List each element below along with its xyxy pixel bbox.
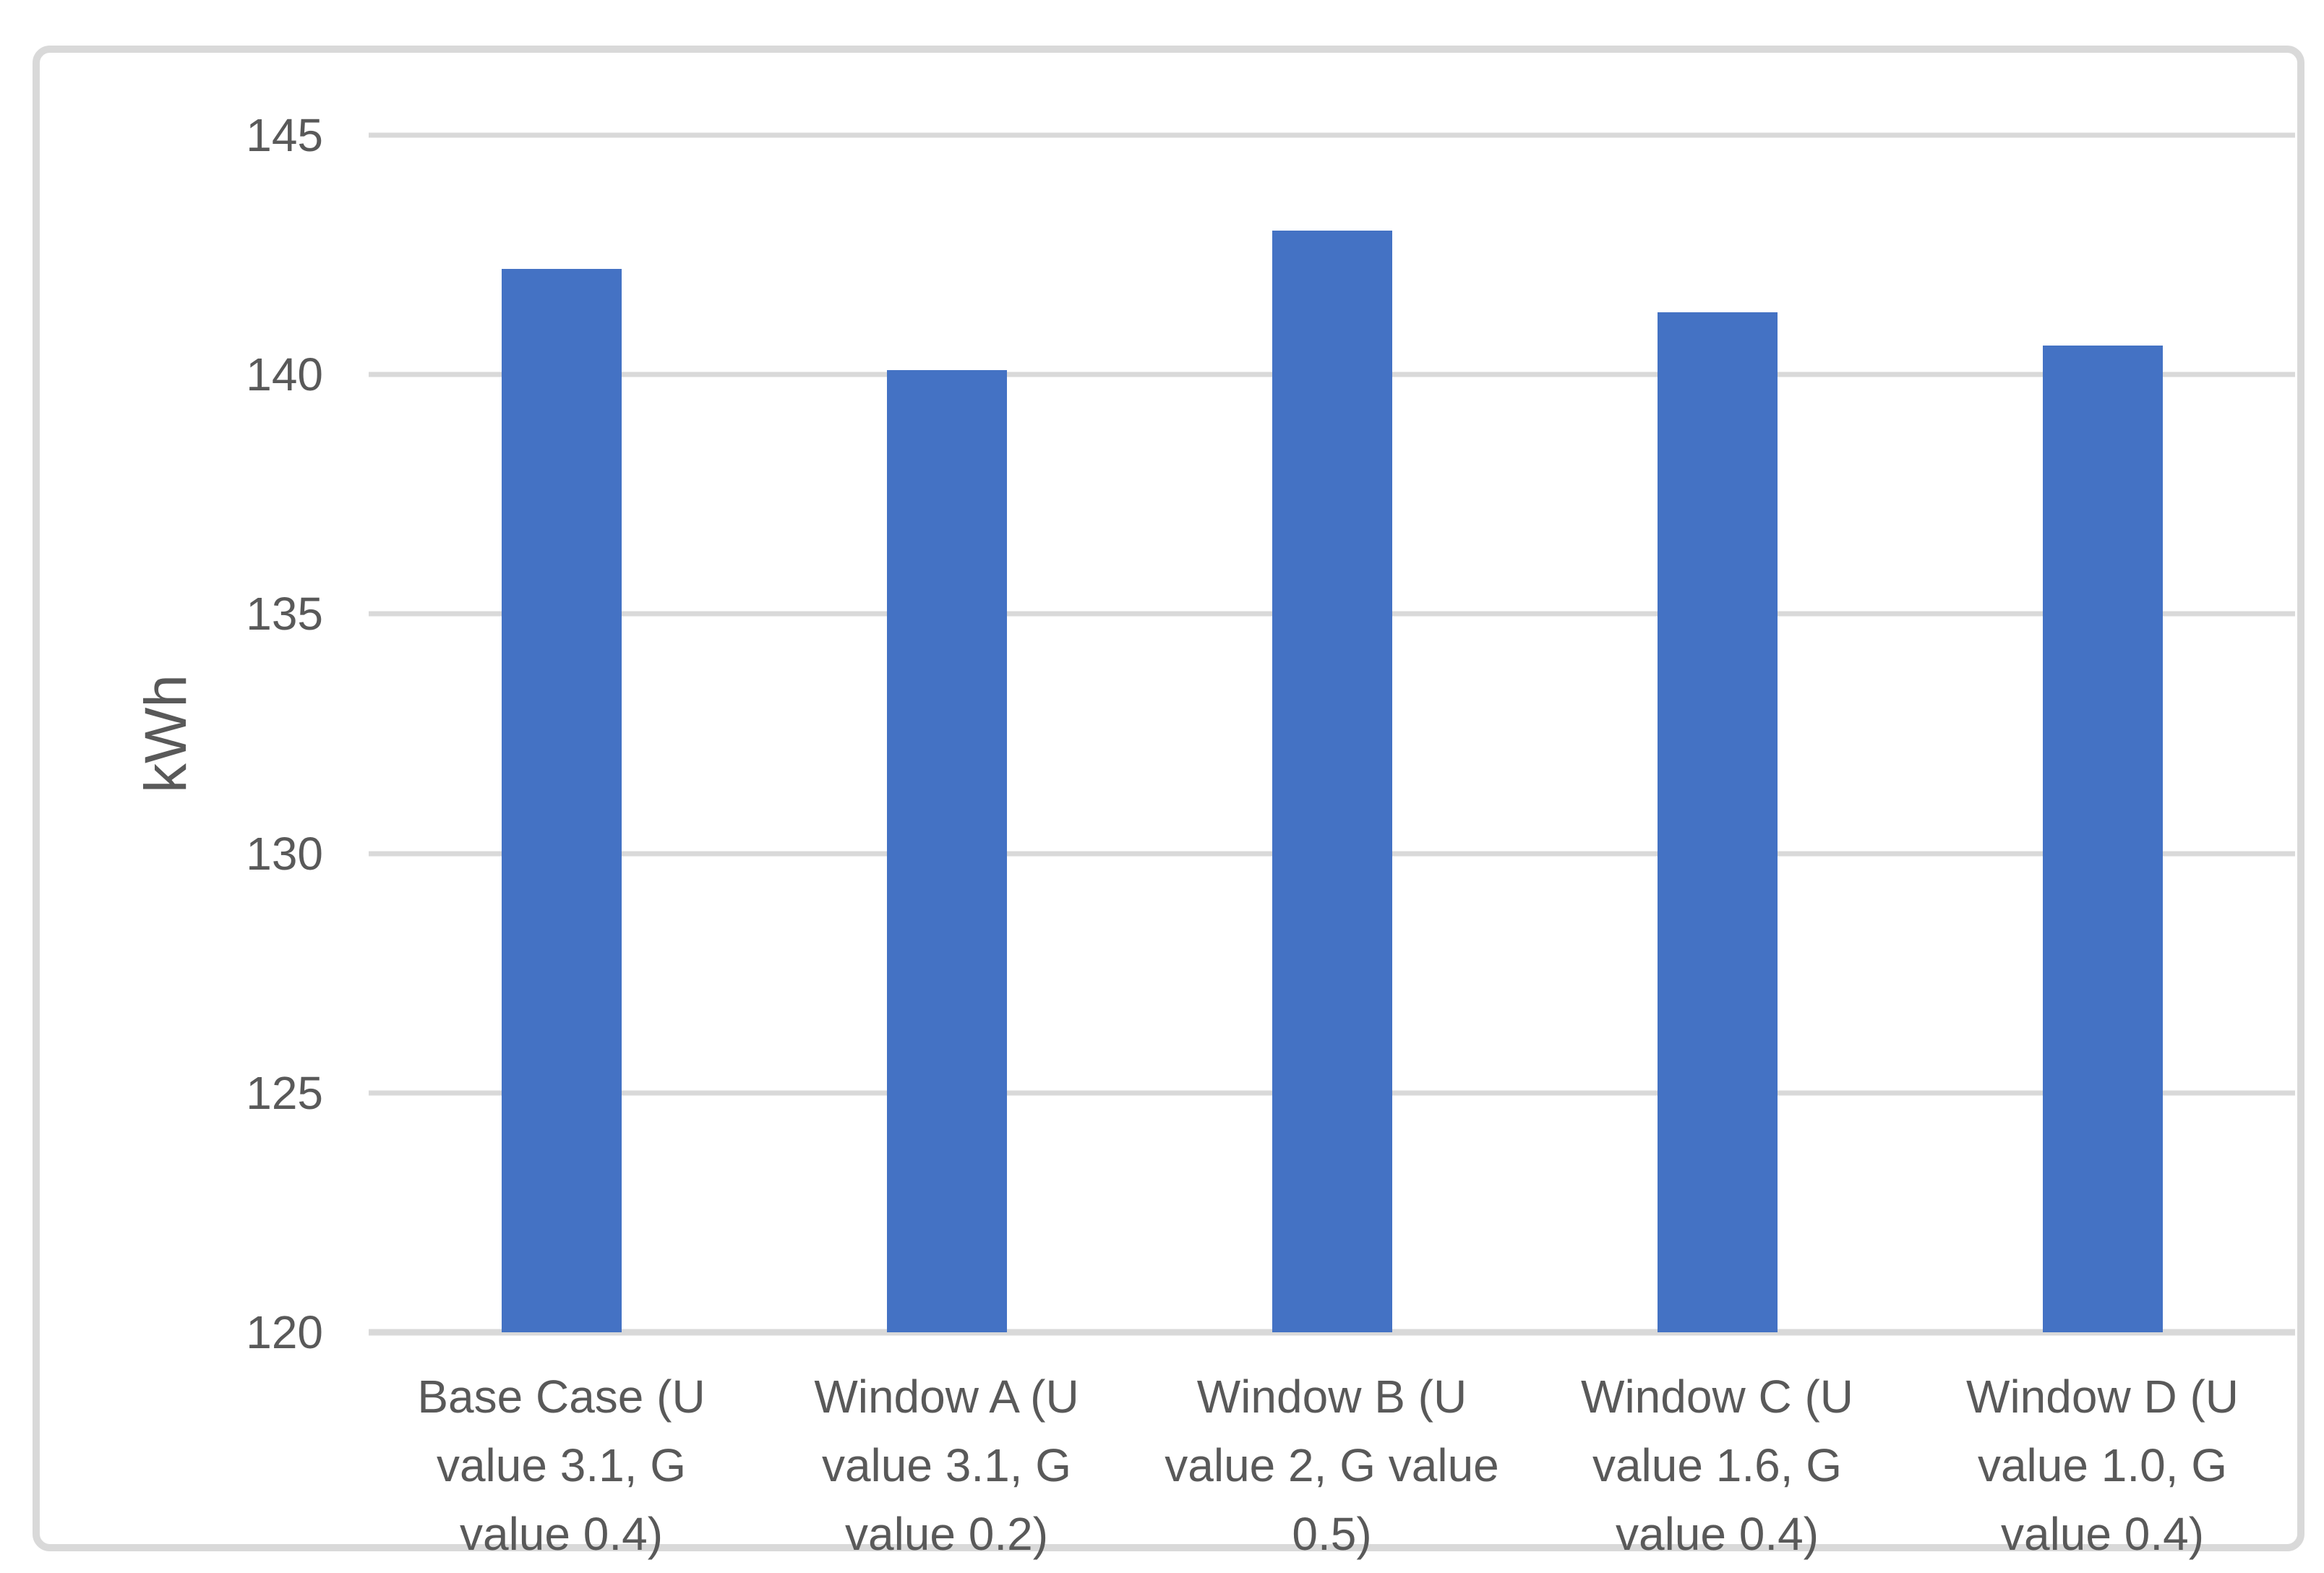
- x-label-slot: Base Case (U value 3.1, G value 0.4): [369, 1363, 754, 1569]
- y-tick-130: 130: [246, 827, 323, 880]
- bar-window-c: [1657, 312, 1778, 1332]
- bar-slot: [1525, 135, 1910, 1332]
- y-axis-tick-labels: 145 140 135 130 125 120: [112, 109, 323, 1358]
- x-label-slot: Window C (U value 1.6, G value 0.4): [1525, 1363, 1910, 1569]
- x-label-base-case: Base Case (U value 3.1, G value 0.4): [417, 1371, 706, 1560]
- x-label-window-d: Window D (U value 1.0, G value 0.4): [1966, 1371, 2239, 1560]
- x-label-slot: Window D (U value 1.0, G value 0.4): [1910, 1363, 2295, 1569]
- x-label-window-c: Window C (U value 1.6, G value 0.4): [1581, 1371, 1853, 1560]
- x-axis-baseline: [369, 1329, 2295, 1336]
- bar-slot: [369, 135, 754, 1332]
- bar-window-a: [886, 369, 1007, 1332]
- x-label-window-a: Window A (U value 3.1, G value 0.2): [814, 1371, 1079, 1560]
- y-tick-120: 120: [246, 1306, 323, 1358]
- bar-window-d: [2042, 346, 2163, 1332]
- x-label-window-b: Window B (U value 2, G value 0.5): [1165, 1371, 1499, 1560]
- bar-base-case: [501, 269, 622, 1332]
- bar-slot: [1139, 135, 1525, 1332]
- y-tick-145: 145: [246, 109, 323, 161]
- y-tick-140: 140: [246, 348, 323, 401]
- x-label-slot: Window B (U value 2, G value 0.5): [1139, 1363, 1525, 1569]
- bar-window-b: [1272, 231, 1392, 1332]
- x-label-slot: Window A (U value 3.1, G value 0.2): [754, 1363, 1139, 1569]
- bar-slot: [1910, 135, 2295, 1332]
- y-tick-135: 135: [246, 588, 323, 640]
- x-axis-category-labels: Base Case (U value 3.1, G value 0.4) Win…: [369, 1363, 2295, 1569]
- chart-frame: kWh 145 140 135 130 125 120: [33, 46, 2304, 1560]
- plot-area: [369, 132, 2295, 1336]
- bar-series: [369, 135, 2295, 1332]
- bar-slot: [754, 135, 1139, 1332]
- gridline-145: [369, 132, 2295, 138]
- y-tick-125: 125: [246, 1066, 323, 1119]
